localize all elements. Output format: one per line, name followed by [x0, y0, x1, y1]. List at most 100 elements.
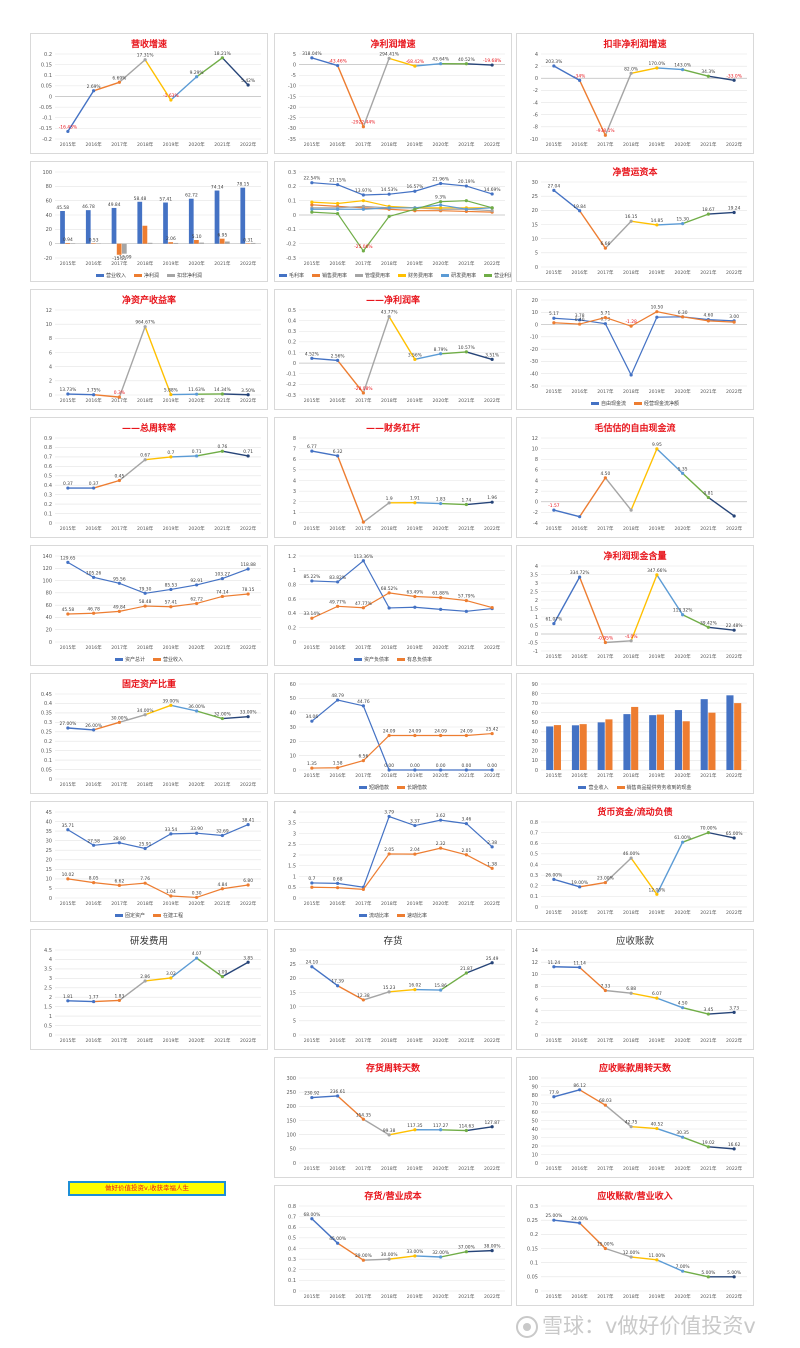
x-tick-label: 2020年: [188, 900, 205, 907]
y-tick-label: 0.5: [44, 1023, 52, 1029]
x-tick-label: 2021年: [458, 1165, 475, 1172]
x-tick-label: 2019年: [163, 781, 180, 788]
data-label: 10.57%: [458, 345, 475, 351]
x-tick-label: 2018年: [137, 900, 154, 907]
y-tick-label: 5: [293, 1019, 296, 1025]
data-point: [361, 1258, 365, 1262]
data-point: [92, 999, 96, 1004]
chart-panel-18: 0 10 20 30 40 50 60 70 80 90 2015年 2016年 2017年 2018年 2…: [516, 673, 754, 794]
y-tick-label: 60: [532, 1110, 538, 1116]
data-label: 46.00%: [623, 851, 640, 857]
line-segment: [337, 985, 364, 1001]
data-label: 15.00%: [597, 1242, 614, 1248]
data-label: 37.00%: [458, 1245, 475, 1251]
data-label: 24.09: [383, 728, 396, 734]
bar: [111, 207, 117, 244]
data-point: [169, 703, 173, 707]
bar: [163, 202, 168, 244]
y-tick-label: 0.7: [44, 455, 52, 461]
line-segment: [144, 326, 172, 395]
data-point: [464, 1250, 468, 1254]
data-point: [464, 822, 468, 826]
y-tick-label: -0.1: [286, 372, 296, 378]
data-point: [143, 58, 147, 62]
data-point: [732, 210, 736, 215]
data-point: [310, 356, 314, 360]
data-point: [195, 454, 199, 458]
chart-panel-11: 0 1 2 3 4 5 6 7 8 2015年 2016年 2017年 2018年 2019年 2020年 2…: [274, 417, 512, 538]
data-point: [220, 576, 224, 581]
data-point: [413, 357, 417, 361]
data-label: 78.15: [242, 587, 255, 593]
data-point: [66, 392, 70, 396]
y-tick-label: -25: [288, 116, 296, 122]
legend-item: 扣非净利润: [167, 272, 202, 279]
y-tick-label: 0: [49, 241, 52, 247]
data-label: 5.10: [192, 234, 202, 240]
y-tick-label: 0.6: [288, 597, 296, 603]
y-tick-label: -2: [533, 510, 538, 516]
data-label: 16.57%: [407, 184, 424, 190]
data-point: [681, 1135, 685, 1139]
x-tick-label: 2021年: [700, 141, 717, 148]
data-label: 43.77%: [381, 310, 398, 316]
data-label: 3.37: [410, 819, 420, 825]
y-tick-label: 35: [46, 829, 52, 835]
data-point: [310, 1217, 314, 1221]
y-tick-label: 10: [532, 972, 538, 978]
data-point: [464, 768, 468, 772]
y-tick-label: 20: [290, 976, 296, 982]
data-label: 92.91: [190, 578, 203, 584]
chart-legend: 短期借款 长期借款: [275, 784, 511, 791]
y-tick-label: 60: [46, 198, 52, 204]
y-tick-label: 0: [293, 521, 296, 527]
chart-title: 固定资产比重: [121, 680, 176, 690]
data-point: [552, 965, 556, 969]
data-label: 62.72: [190, 596, 203, 602]
line-segment: [144, 704, 172, 716]
data-point: [387, 852, 391, 856]
series-line: [553, 311, 735, 327]
x-tick-label: 2019年: [407, 141, 424, 148]
data-point: [310, 766, 314, 770]
line-segment: [170, 455, 197, 458]
data-point: [439, 1255, 443, 1259]
data-point: [413, 64, 417, 68]
line-segment: [579, 881, 606, 888]
data-label: 11.63%: [188, 387, 205, 393]
data-point: [336, 698, 340, 702]
chart-svg: 0 0.5 1 1.5 2 2.5 3 3.5 4 2015年 2016年 2017年 2018年 201…: [288, 810, 505, 907]
y-tick-label: 1.5: [288, 864, 296, 870]
data-label: 24.09: [409, 728, 422, 734]
data-point: [310, 203, 314, 207]
data-point: [246, 822, 250, 827]
data-point: [117, 395, 121, 399]
legend-item: 速动比率: [397, 912, 427, 919]
legend-item: 销售费用率: [312, 272, 347, 279]
x-tick-label: 2020年: [432, 1293, 449, 1300]
line-segment: [708, 831, 735, 839]
x-tick-label: 2021年: [458, 260, 475, 267]
y-tick-label: 50: [290, 1147, 296, 1153]
x-tick-label: 2017年: [597, 269, 614, 276]
y-tick-label: 0.1: [44, 511, 52, 517]
data-point: [552, 508, 556, 512]
data-label: 3.00: [729, 314, 739, 320]
data-point: [336, 454, 340, 458]
data-label: 0.94: [63, 237, 73, 243]
data-point: [490, 63, 494, 67]
chart-title: 扣非净利润增速: [603, 40, 667, 50]
chart-svg: 0 2 4 6 8 10 12 2015年 2016年 2017年 2018年 2019年 2020年 2…: [46, 308, 261, 404]
line-segment: [196, 957, 223, 978]
bar: [70, 243, 76, 244]
data-label: 46.78: [87, 606, 100, 612]
line-segment: [466, 351, 493, 361]
y-tick-label: 0: [49, 777, 52, 783]
x-tick-label: 2017年: [597, 653, 614, 660]
data-point: [490, 731, 494, 736]
data-point: [681, 1269, 685, 1273]
data-label: 14.85: [651, 218, 664, 224]
data-point: [464, 853, 468, 857]
data-point: [439, 181, 443, 186]
data-point: [220, 887, 224, 891]
